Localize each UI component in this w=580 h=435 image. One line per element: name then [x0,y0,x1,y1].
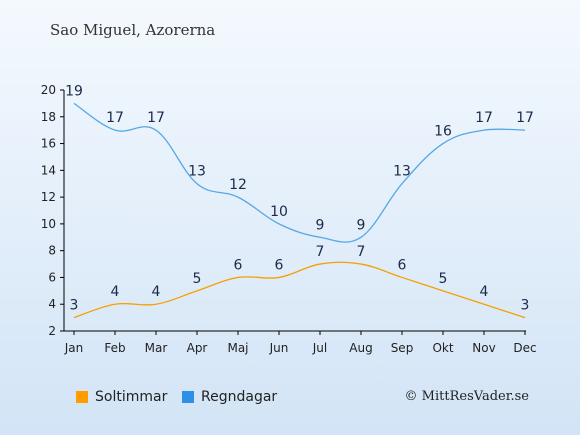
data-label-rain: 17 [475,110,493,126]
x-tick-label: Okt [432,341,453,355]
data-label-rain: 13 [188,164,206,180]
y-tick-label: 10 [41,217,56,231]
data-label-rain: 17 [147,110,165,126]
series-line-rain [73,102,526,243]
data-label-rain: 17 [106,110,124,126]
legend-swatch-rain [182,391,194,403]
legend-label-sun: Soltimmar [95,389,168,405]
x-tick-label: Maj [227,341,248,355]
data-label-sun: 4 [480,284,489,300]
chart-title: Sao Miguel, Azorerna [50,21,216,39]
data-label-rain: 13 [393,164,411,180]
data-label-sun: 3 [70,298,79,314]
x-tick-label: Feb [104,341,125,355]
data-label-sun: 5 [439,271,448,287]
data-label-rain: 9 [357,217,366,233]
x-tick-label: Jun [269,341,289,355]
y-tick-label: 20 [41,83,56,97]
data-label-sun: 6 [234,257,243,273]
x-tick-label: Apr [187,341,208,355]
y-tick-label: 8 [48,244,56,258]
x-tick-label: Jan [64,341,84,355]
copyright-text: © MittResVader.se [404,389,529,404]
data-label-sun: 7 [357,244,366,260]
series-line-sun [73,261,526,319]
y-tick-label: 12 [41,190,56,204]
y-tick-label: 14 [41,163,56,177]
legend-item-sun: Soltimmar [76,389,167,405]
x-tick-label: Mar [145,341,168,355]
legend-item-rain: Regndagar [182,389,277,405]
y-tick-label: 6 [48,270,56,284]
data-label-sun: 5 [193,271,202,287]
data-label-rain: 19 [65,83,83,99]
y-tick-label: 16 [41,137,56,151]
x-tick-label: Jul [312,341,327,355]
data-label-rain: 9 [316,217,325,233]
y-tick-label: 18 [41,110,56,124]
y-tick-label: 2 [48,324,56,338]
legend-swatch-sun [76,391,88,403]
data-label-rain: 12 [229,177,247,193]
data-label-sun: 7 [316,244,325,260]
data-label-sun: 3 [521,298,530,314]
data-label-sun: 4 [152,284,161,300]
x-tick-label: Aug [349,341,372,355]
x-tick-label: Nov [472,341,495,355]
data-label-rain: 17 [516,110,534,126]
x-tick-label: Dec [513,341,536,355]
data-label-sun: 4 [111,284,120,300]
legend-label-rain: Regndagar [201,389,278,405]
x-tick-label: Sep [391,341,414,355]
y-tick-label: 4 [48,297,56,311]
data-label-rain: 10 [270,204,288,220]
data-label-sun: 6 [398,257,407,273]
data-label-sun: 6 [275,257,284,273]
data-label-rain: 16 [434,124,452,140]
